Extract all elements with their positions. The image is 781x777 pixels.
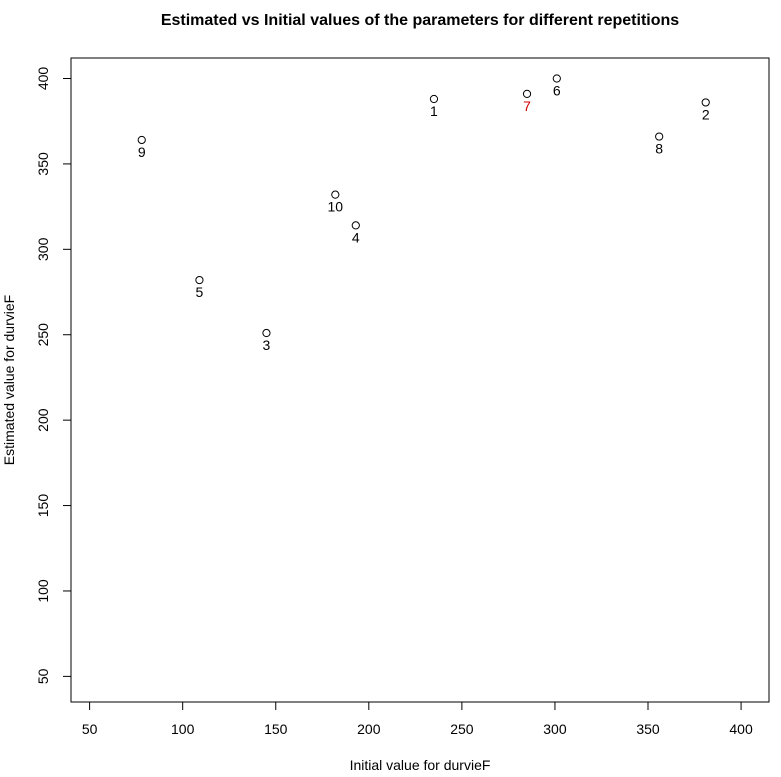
data-point bbox=[262, 328, 271, 338]
y-tick-label: 300 bbox=[35, 237, 51, 261]
x-tick-label: 350 bbox=[636, 721, 660, 737]
x-axis-label: Initial value for durvieF bbox=[350, 757, 491, 773]
y-tick-label: 50 bbox=[35, 668, 51, 684]
data-point bbox=[552, 74, 561, 83]
x-axis: 50 100 150 200 250 300 350 400 bbox=[82, 701, 753, 737]
plot-frame bbox=[70, 57, 770, 703]
data-point bbox=[195, 275, 204, 285]
data-point-label: 2 bbox=[702, 106, 710, 122]
y-axis: 50 100 150 200 250 300 350 400 bbox=[35, 67, 72, 684]
data-point-label: 8 bbox=[655, 141, 663, 157]
y-tick-label: 150 bbox=[35, 494, 51, 518]
data-points: 1 2 3 4 5 6 7 8 9 10 bbox=[137, 74, 710, 353]
chart-title: Estimated vs Initial values of the param… bbox=[161, 12, 679, 29]
data-point bbox=[331, 190, 340, 199]
data-point-label: 7 bbox=[523, 98, 531, 114]
data-point-label: 1 bbox=[430, 103, 438, 119]
y-axis-label: Estimated value for durvieF bbox=[1, 295, 17, 465]
y-tick-label: 350 bbox=[35, 152, 51, 176]
x-tick-label: 250 bbox=[450, 721, 474, 737]
data-point bbox=[137, 135, 146, 145]
data-point-label: 4 bbox=[352, 229, 360, 245]
data-point-label: 3 bbox=[263, 337, 271, 353]
x-tick-label: 300 bbox=[543, 721, 567, 737]
x-tick-label: 400 bbox=[729, 721, 753, 737]
data-point-label: 5 bbox=[196, 284, 204, 300]
y-tick-label: 400 bbox=[35, 67, 51, 91]
data-point bbox=[701, 98, 710, 107]
y-tick-label: 250 bbox=[35, 323, 51, 347]
x-tick-label: 150 bbox=[264, 721, 288, 737]
data-point bbox=[351, 221, 360, 230]
x-tick-label: 100 bbox=[171, 721, 195, 737]
data-point-label: 9 bbox=[138, 144, 146, 160]
y-tick-label: 100 bbox=[35, 579, 51, 603]
x-tick-label: 200 bbox=[357, 721, 381, 737]
data-point-label: 6 bbox=[553, 82, 561, 98]
data-point bbox=[429, 94, 439, 104]
data-point-label: 10 bbox=[328, 199, 344, 215]
data-point bbox=[655, 132, 664, 141]
x-tick-label: 50 bbox=[82, 721, 98, 737]
y-tick-label: 200 bbox=[35, 408, 51, 432]
data-point bbox=[522, 89, 532, 98]
